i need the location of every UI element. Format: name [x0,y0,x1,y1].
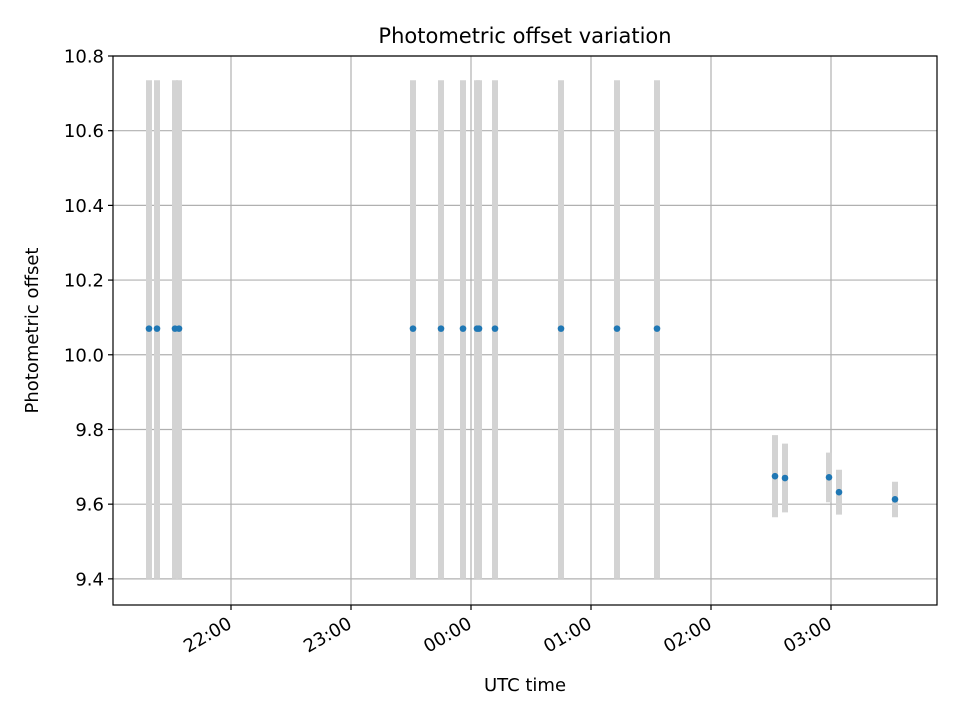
data-point [825,473,833,481]
data-point [781,474,789,482]
y-tick-label: 10.0 [64,345,104,366]
chart-title: Photometric offset variation [378,24,671,48]
data-points [145,325,899,503]
plot-area-frame [112,55,938,606]
y-axis-title: Photometric offset [22,248,43,414]
data-point [459,325,467,332]
data-point [891,496,899,503]
y-tick-label: 9.4 [75,569,104,590]
data-point [475,325,483,332]
x-axis-title: UTC time [484,675,566,696]
y-tick-label: 10.6 [64,121,104,142]
data-point [175,325,183,332]
data-point [491,325,499,332]
data-point [557,325,565,332]
data-point [409,325,417,332]
y-tick-label: 10.2 [64,271,104,292]
data-point [437,325,445,332]
data-point [653,325,661,332]
data-point [771,472,779,480]
data-point [835,488,843,496]
y-tick-label: 10.8 [64,47,104,68]
y-tick-label: 9.8 [75,420,104,441]
y-tick-label: 10.4 [64,196,104,217]
y-tick-label: 9.6 [75,495,104,516]
y-axis-ticks: 9.4 9.6 9.8 10.0 10.2 10.4 10.6 10.8 [64,47,113,590]
data-point [145,325,153,332]
data-point [613,325,621,332]
data-point [153,325,161,332]
